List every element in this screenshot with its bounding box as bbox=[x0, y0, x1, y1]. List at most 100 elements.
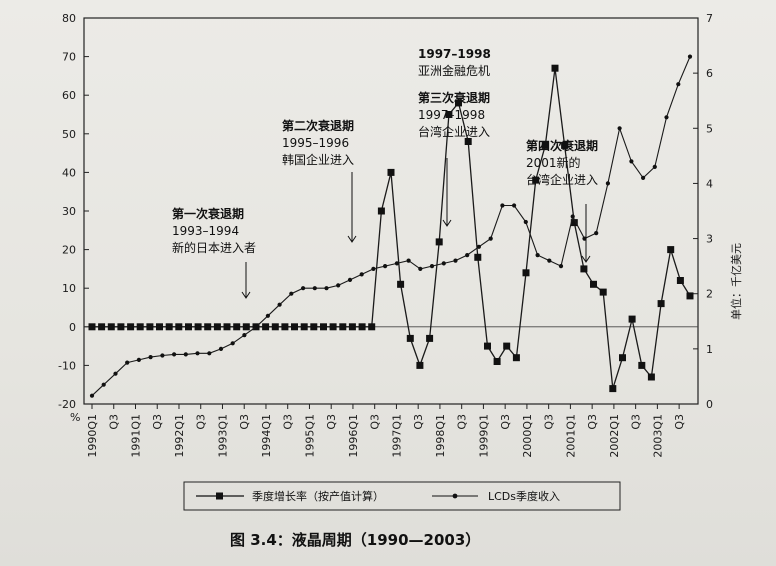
annotation-line: 台湾企业进入 bbox=[526, 172, 598, 187]
growth-rate-point bbox=[368, 323, 376, 331]
lcd-revenue-point bbox=[183, 352, 188, 357]
left-tick-label: 80 bbox=[62, 12, 76, 25]
lcd-revenue-point bbox=[453, 258, 458, 263]
annotation-line: 第三次衰退期 bbox=[418, 90, 490, 105]
growth-rate-point bbox=[628, 315, 636, 323]
lcd-revenue-point bbox=[687, 54, 693, 59]
growth-rate-point bbox=[165, 323, 173, 331]
x-tick-label: 2001Q1 bbox=[564, 414, 577, 458]
right-tick-label: 6 bbox=[706, 67, 713, 80]
lcd-revenue-point bbox=[535, 253, 540, 258]
lcd-revenue-point bbox=[207, 351, 212, 356]
legend-growth-label: 季度增长率（按产值计算） bbox=[252, 489, 384, 503]
left-tick-label: 40 bbox=[62, 166, 76, 179]
lcd-revenue-point bbox=[418, 266, 423, 271]
lcd-revenue-point bbox=[277, 302, 282, 307]
growth-rate-point bbox=[339, 323, 347, 331]
growth-rate-point bbox=[291, 323, 298, 331]
growth-rate-point bbox=[561, 141, 569, 149]
annotation-arrowhead bbox=[241, 291, 251, 299]
right-tick-label: 3 bbox=[706, 233, 713, 246]
growth-rate-point bbox=[464, 138, 472, 145]
right-tick-label: 0 bbox=[706, 398, 713, 411]
growth-rate-point bbox=[300, 323, 308, 331]
lcd-revenue-point bbox=[523, 219, 528, 225]
lcd-revenue-point bbox=[500, 203, 505, 208]
growth-rate-point bbox=[657, 300, 665, 308]
annotation-line: 第一次衰退期 bbox=[172, 206, 244, 221]
x-tick-label: Q3 bbox=[325, 414, 338, 430]
growth-rate-point bbox=[503, 342, 511, 350]
lcd-revenue-point bbox=[383, 264, 388, 269]
growth-rate-point bbox=[127, 323, 135, 331]
lcd-revenue-point bbox=[394, 261, 399, 266]
left-tick-label: 0 bbox=[69, 321, 76, 334]
x-tick-label: 2002Q1 bbox=[608, 414, 621, 458]
x-tick-label: Q3 bbox=[369, 414, 382, 430]
growth-rate-point bbox=[117, 323, 125, 331]
annotation-line: 2001新的 bbox=[526, 155, 581, 170]
x-tick-label: 1993Q1 bbox=[216, 414, 229, 458]
growth-rate-point bbox=[146, 323, 154, 331]
lcd-revenue-point bbox=[629, 159, 634, 164]
growth-rate-point bbox=[522, 269, 530, 277]
growth-rate-point bbox=[638, 361, 646, 369]
growth-rate-point bbox=[329, 323, 337, 331]
x-tick-label: 1999Q1 bbox=[477, 414, 490, 458]
x-tick-label: 1997Q1 bbox=[390, 414, 403, 458]
x-tick-label: Q3 bbox=[456, 414, 469, 430]
lcd-revenue-point bbox=[160, 353, 165, 358]
lcd-revenue-point bbox=[148, 355, 153, 360]
growth-rate-point bbox=[310, 323, 318, 331]
growth-rate-point bbox=[686, 292, 694, 300]
growth-rate-point bbox=[619, 354, 626, 362]
lcd-revenue-point bbox=[617, 126, 622, 131]
lcd-revenue-point bbox=[301, 286, 306, 291]
lcd-revenue-point bbox=[312, 286, 317, 291]
lcd-revenue-point bbox=[218, 346, 224, 351]
x-tick-label: Q3 bbox=[195, 414, 208, 430]
lcd-revenue-point bbox=[441, 261, 446, 266]
annotation-line: 第二次衰退期 bbox=[282, 118, 354, 133]
growth-rate-point bbox=[474, 253, 482, 261]
lcd-revenue-point bbox=[465, 253, 470, 258]
lcd-revenue-point bbox=[324, 286, 329, 291]
x-tick-label: 2000Q1 bbox=[521, 414, 534, 458]
x-tick-label: Q3 bbox=[586, 414, 599, 430]
lcd-revenue-point bbox=[641, 175, 646, 180]
lcd-revenue-point bbox=[172, 352, 177, 357]
growth-rate-point bbox=[136, 323, 144, 331]
left-tick-label: -20 bbox=[58, 398, 76, 411]
left-tick-label: 20 bbox=[62, 244, 76, 257]
annotation-line: 韩国企业进入 bbox=[282, 152, 354, 167]
left-tick-label: 70 bbox=[62, 51, 76, 64]
lcd-revenue-point bbox=[125, 360, 130, 365]
growth-rate-point bbox=[387, 168, 395, 176]
growth-rate-point bbox=[551, 64, 559, 72]
growth-rate-point bbox=[406, 334, 414, 342]
growth-rate-point bbox=[348, 323, 356, 331]
x-tick-label: 1994Q1 bbox=[260, 414, 273, 458]
left-tick-label: 10 bbox=[62, 282, 76, 295]
lcd-revenue-point bbox=[406, 258, 411, 263]
x-tick-label: 1990Q1 bbox=[86, 414, 99, 458]
growth-rate-point bbox=[281, 323, 289, 331]
right-axis-label: 单位：千亿美元 bbox=[729, 243, 743, 320]
annotation-line: 亚洲金融危机 bbox=[418, 63, 490, 78]
annotation-line: 1995–1996 bbox=[282, 136, 349, 150]
x-tick-label: Q3 bbox=[282, 414, 295, 430]
right-tick-label: 1 bbox=[706, 343, 713, 356]
x-tick-label: Q3 bbox=[238, 414, 251, 430]
right-tick-label: 5 bbox=[706, 122, 713, 135]
legend-revenue-marker bbox=[452, 493, 458, 499]
x-tick-label: Q3 bbox=[543, 414, 556, 430]
chart-title: 图 3.4：液晶周期（1990—2003） bbox=[230, 531, 480, 549]
x-tick-label: 1992Q1 bbox=[173, 414, 186, 458]
growth-rate-point bbox=[647, 373, 655, 381]
x-tick-label: 1996Q1 bbox=[347, 414, 360, 458]
growth-rate-point bbox=[599, 288, 607, 296]
annotation-line: 台湾企业进入 bbox=[418, 124, 490, 139]
x-tick-label: Q3 bbox=[630, 414, 643, 430]
lcd-revenue-point bbox=[664, 115, 669, 120]
lcd-revenue-line bbox=[91, 56, 691, 397]
